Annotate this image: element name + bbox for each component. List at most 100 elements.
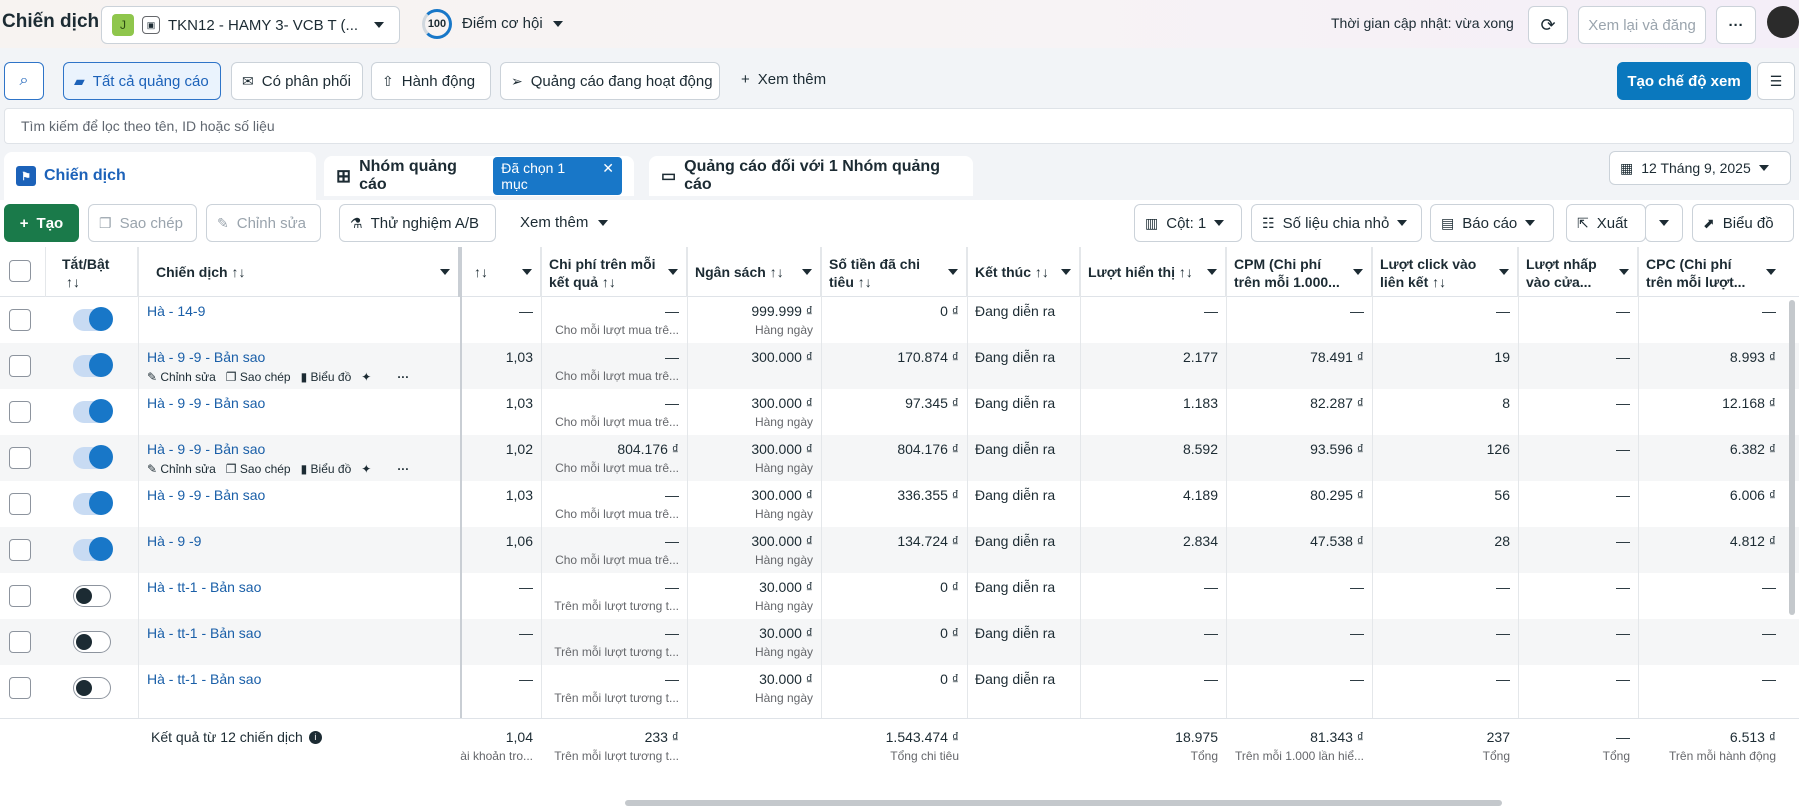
row-toggle[interactable]: [73, 537, 113, 561]
columns-button[interactable]: ▥ Cột: 1: [1134, 204, 1242, 242]
row-checkbox[interactable]: [9, 401, 31, 423]
row-toggle[interactable]: [73, 399, 113, 423]
row-checkbox[interactable]: [9, 539, 31, 561]
account-selector[interactable]: J ▣ TKN12 - HAMY 3- VCB T (...: [101, 6, 400, 44]
row-toggle[interactable]: [73, 631, 111, 653]
horizontal-scrollbar[interactable]: [625, 800, 1502, 806]
copy-button[interactable]: ❐ Sao chép: [88, 204, 197, 242]
row-checkbox[interactable]: [9, 677, 31, 699]
chevron-down-icon[interactable]: [1766, 269, 1776, 275]
ab-test-button[interactable]: ⚗ Thử nghiệm A/B: [339, 204, 496, 242]
filter-actions[interactable]: ⇧ Hành động: [371, 62, 491, 100]
campaign-name-link[interactable]: Hà - tt-1 - Bản sao: [147, 579, 262, 595]
row-copy-action[interactable]: ❐ Sao chép: [225, 370, 291, 384]
row-toggle[interactable]: [73, 491, 113, 515]
row-checkbox[interactable]: [9, 447, 31, 469]
selected-badge[interactable]: Đã chọn 1 mục ✕: [493, 157, 622, 195]
select-all-checkbox[interactable]: [9, 260, 31, 282]
row-toggle[interactable]: [73, 353, 113, 377]
create-view-button[interactable]: Tạo chế độ xem: [1617, 62, 1751, 100]
campaign-name-link[interactable]: Hà - 9 -9 - Bản sao: [147, 395, 266, 411]
row-edit-action[interactable]: ✎ Chỉnh sửa: [147, 462, 216, 476]
col-cost-per-result[interactable]: Chi phí trên mỗi kết quả ↑↓: [541, 247, 687, 297]
filter-with-delivery[interactable]: ✉ Có phân phối: [231, 62, 363, 100]
campaign-name-link[interactable]: Hà - tt-1 - Bản sao: [147, 671, 262, 687]
tab-adsets[interactable]: ⊞ Nhóm quảng cáo Đã chọn 1 mục ✕: [324, 156, 634, 196]
col-toggle[interactable]: Tắt/Bật ↑↓: [46, 247, 138, 297]
avatar[interactable]: [1767, 6, 1799, 38]
filter-active-ads[interactable]: ➢ Quảng cáo đang hoạt động: [500, 62, 720, 100]
table-row[interactable]: Hà - 9 -9 1,06 — Cho mỗi lượt mua trê... 300…: [0, 527, 1799, 573]
breakdown-button[interactable]: ☷ Số liệu chia nhỏ: [1251, 204, 1422, 242]
table-row[interactable]: Hà - tt-1 - Bản sao — — Trên mỗi lượt tương…: [0, 665, 1799, 711]
reports-button[interactable]: ▤ Báo cáo: [1430, 204, 1554, 242]
more-icon[interactable]: ···: [397, 462, 410, 476]
edit-button[interactable]: ✎ Chỉnh sửa: [206, 204, 321, 242]
campaign-name-link[interactable]: Hà - 9 -9 - Bản sao: [147, 487, 266, 503]
review-publish-button[interactable]: Xem lại và đăng: [1578, 6, 1706, 44]
col-budget[interactable]: Ngân sách ↑↓: [687, 247, 821, 297]
row-toggle[interactable]: [73, 307, 113, 331]
col-impressions[interactable]: Lượt hiển thị ↑↓: [1080, 247, 1226, 297]
chevron-down-icon[interactable]: [522, 269, 532, 275]
tab-campaigns[interactable]: ⚑ Chiến dịch: [4, 152, 316, 200]
date-range-picker[interactable]: ▦ 12 Tháng 9, 2025: [1609, 151, 1791, 185]
more-options-button[interactable]: ···: [1716, 6, 1756, 44]
col-cpm[interactable]: CPM (Chi phí trên mỗi 1.000...: [1226, 247, 1372, 297]
pin-icon[interactable]: ✦: [361, 370, 372, 384]
chevron-down-icon[interactable]: [802, 269, 812, 275]
export-button[interactable]: ⇱ Xuất: [1566, 204, 1646, 242]
create-button[interactable]: + Tạo: [4, 204, 79, 242]
search-button[interactable]: ⌕: [4, 62, 44, 100]
campaign-name-link[interactable]: Hà - 9 -9 - Bản sao: [147, 441, 266, 457]
col-cpc[interactable]: CPC (Chi phí trên mỗi lượt...: [1638, 247, 1784, 297]
chevron-down-icon[interactable]: [440, 269, 450, 275]
filter-all-ads[interactable]: ▰ Tất cả quảng cáo: [63, 62, 221, 100]
chevron-down-icon[interactable]: [668, 269, 678, 275]
row-edit-action[interactable]: ✎ Chỉnh sửa: [147, 370, 216, 384]
search-input[interactable]: Tìm kiếm để lọc theo tên, ID hoặc số liệ…: [4, 108, 1794, 144]
opportunity-score[interactable]: Điểm cơ hội: [462, 15, 563, 32]
charts-button[interactable]: ⬈ Biểu đồ: [1692, 204, 1794, 242]
chevron-down-icon[interactable]: [1353, 269, 1363, 275]
row-toggle[interactable]: [73, 585, 111, 607]
toolbar-more[interactable]: Xem thêm: [520, 214, 609, 231]
col-campaign[interactable]: Chiến dịch ↑↓: [138, 247, 460, 297]
table-row[interactable]: Hà - 14-9 — — Cho mỗi lượt mua trê... 999.99…: [0, 297, 1799, 343]
table-row[interactable]: Hà - 9 -9 - Bản sao ✎ Chỉnh sửa ❐ Sao chép…: [0, 435, 1799, 481]
col-results[interactable]: ↑↓: [460, 247, 541, 297]
close-icon[interactable]: ✕: [602, 160, 614, 176]
chevron-down-icon[interactable]: [1619, 269, 1629, 275]
col-spent[interactable]: Số tiền đã chi tiêu ↑↓: [821, 247, 967, 297]
pin-icon[interactable]: ✦: [361, 462, 372, 476]
row-checkbox[interactable]: [9, 355, 31, 377]
campaign-name-link[interactable]: Hà - 9 -9: [147, 533, 202, 549]
chevron-down-icon[interactable]: [1061, 269, 1071, 275]
col-link-clicks[interactable]: Lượt click vào liên kết ↑↓: [1372, 247, 1518, 297]
campaign-name-link[interactable]: Hà - 14-9: [147, 303, 206, 319]
chevron-down-icon[interactable]: [948, 269, 958, 275]
row-toggle[interactable]: [73, 677, 111, 699]
row-copy-action[interactable]: ❐ Sao chép: [225, 462, 291, 476]
row-checkbox[interactable]: [9, 493, 31, 515]
info-icon[interactable]: i: [308, 730, 322, 744]
row-checkbox[interactable]: [9, 585, 31, 607]
campaign-name-link[interactable]: Hà - 9 -9 - Bản sao: [147, 349, 266, 365]
filter-more[interactable]: + Xem thêm: [741, 71, 826, 88]
row-chart-action[interactable]: ▮ Biểu đồ: [300, 370, 352, 384]
table-row[interactable]: Hà - tt-1 - Bản sao — — Trên mỗi lượt tương…: [0, 573, 1799, 619]
chevron-down-icon[interactable]: [1207, 269, 1217, 275]
row-toggle[interactable]: [73, 445, 113, 469]
col-store-clicks[interactable]: Lượt nhấp vào cửa...: [1518, 247, 1638, 297]
vertical-scrollbar[interactable]: [1789, 300, 1795, 615]
refresh-button[interactable]: ⟳: [1528, 6, 1568, 44]
chevron-down-icon[interactable]: [1499, 269, 1509, 275]
campaign-name-link[interactable]: Hà - tt-1 - Bản sao: [147, 625, 262, 641]
tab-ads[interactable]: ▭ Quảng cáo đối với 1 Nhóm quảng cáo: [649, 156, 973, 196]
row-chart-action[interactable]: ▮ Biểu đồ: [300, 462, 352, 476]
table-row[interactable]: Hà - 9 -9 - Bản sao 1,03 — Cho mỗi lượt mua…: [0, 481, 1799, 527]
sort-icon[interactable]: ↑↓: [66, 274, 80, 290]
col-ends[interactable]: Kết thúc ↑↓: [967, 247, 1080, 297]
table-row[interactable]: Hà - 9 -9 - Bản sao 1,03 — Cho mỗi lượt mua…: [0, 389, 1799, 435]
row-checkbox[interactable]: [9, 631, 31, 653]
